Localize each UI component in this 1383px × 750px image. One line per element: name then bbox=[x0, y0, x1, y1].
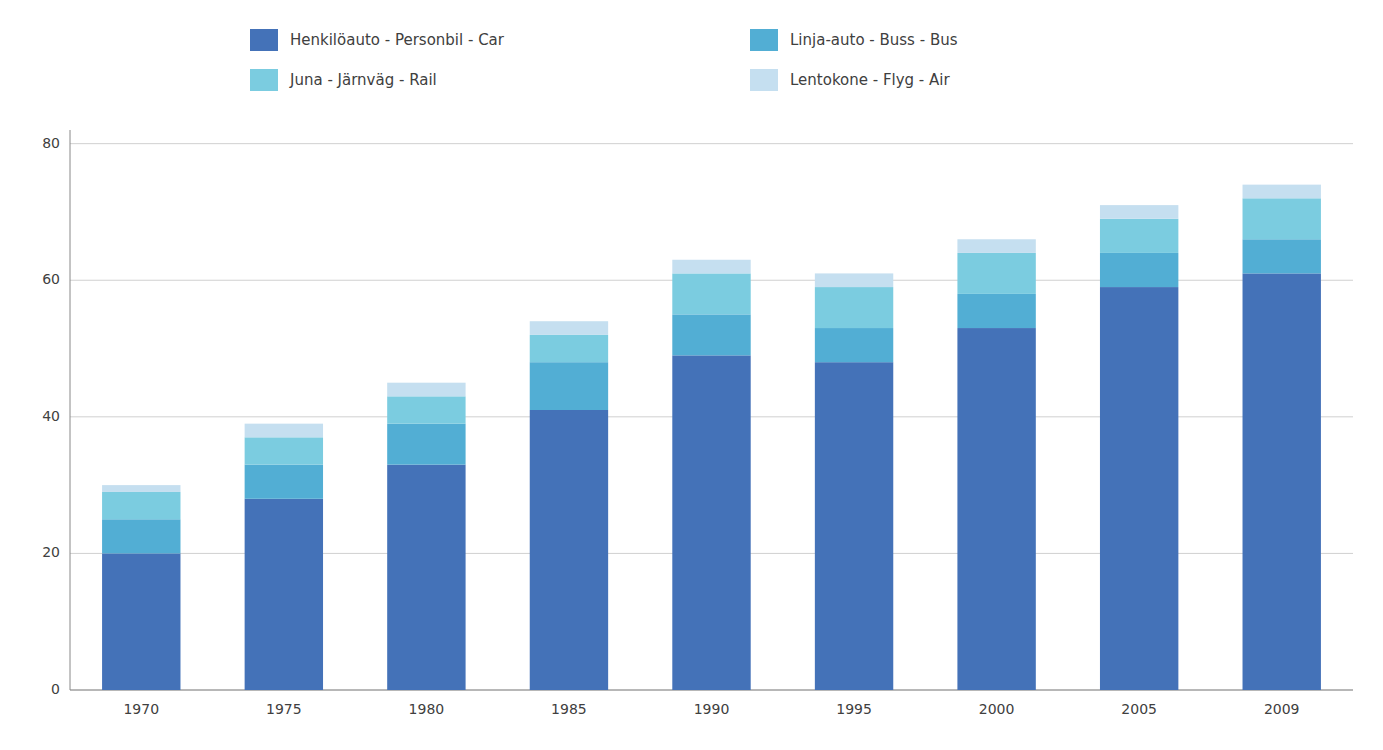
x-tick-label: 1975 bbox=[266, 701, 302, 717]
legend-label: Linja-auto - Buss - Bus bbox=[790, 31, 958, 49]
bar-segment bbox=[245, 437, 323, 464]
bar-segment bbox=[102, 519, 180, 553]
legend: Henkilöauto - Personbil - Car Linja-auto … bbox=[250, 29, 958, 91]
bar-segment bbox=[245, 499, 323, 690]
x-tick-label: 1970 bbox=[123, 701, 159, 717]
bar-segment bbox=[102, 553, 180, 690]
legend-label: Juna - Järnväg - Rail bbox=[289, 71, 437, 89]
bar-segment bbox=[1243, 273, 1321, 690]
bar-segment bbox=[530, 335, 608, 362]
bar-segment bbox=[815, 328, 893, 362]
y-tick-label: 80 bbox=[42, 135, 60, 151]
x-tick-label: 2009 bbox=[1264, 701, 1300, 717]
bar-segment bbox=[672, 355, 750, 690]
bar-segment bbox=[1100, 253, 1178, 287]
legend-swatch bbox=[250, 69, 278, 91]
bar-segment bbox=[387, 465, 465, 690]
x-tick-label: 1980 bbox=[409, 701, 445, 717]
bar-segment bbox=[1100, 287, 1178, 690]
bar-segment bbox=[530, 410, 608, 690]
bar-segment bbox=[1100, 219, 1178, 253]
bar-segment bbox=[387, 396, 465, 423]
x-tick-label: 2005 bbox=[1121, 701, 1157, 717]
bar-segment bbox=[102, 492, 180, 519]
bars bbox=[102, 185, 1321, 690]
y-axis-line bbox=[70, 130, 71, 690]
bar-segment bbox=[815, 287, 893, 328]
y-tick-label: 40 bbox=[42, 408, 60, 424]
bar-segment bbox=[387, 383, 465, 397]
bar-segment bbox=[245, 424, 323, 438]
bar-segment bbox=[815, 362, 893, 690]
bar-segment bbox=[957, 239, 1035, 253]
bar-segment bbox=[1100, 205, 1178, 219]
grid-line bbox=[70, 143, 1353, 144]
chart-svg: 0 20 40 60 80 1970 1975 1980 1985 1990 1995 2000 200… bbox=[0, 0, 1383, 750]
bar-segment bbox=[957, 294, 1035, 328]
bar-segment bbox=[1243, 239, 1321, 273]
bar-segment bbox=[815, 273, 893, 287]
bar-segment bbox=[245, 465, 323, 499]
legend-swatch bbox=[750, 29, 778, 51]
bar-segment bbox=[1243, 185, 1321, 199]
bar-segment bbox=[1243, 198, 1321, 239]
legend-swatch bbox=[750, 69, 778, 91]
x-tick-label: 1990 bbox=[694, 701, 730, 717]
bar-segment bbox=[530, 362, 608, 410]
legend-label: Lentokone - Flyg - Air bbox=[790, 71, 950, 89]
grid bbox=[70, 144, 1353, 690]
y-tick-label: 20 bbox=[42, 544, 60, 560]
x-tick-label: 1995 bbox=[836, 701, 872, 717]
bar-segment bbox=[387, 424, 465, 465]
bar-segment bbox=[672, 260, 750, 274]
bar-segment bbox=[957, 328, 1035, 690]
bar-segment bbox=[672, 273, 750, 314]
y-tick-label: 60 bbox=[42, 271, 60, 287]
legend-label: Henkilöauto - Personbil - Car bbox=[290, 31, 505, 49]
x-tick-label: 2000 bbox=[979, 701, 1015, 717]
bar-segment bbox=[530, 321, 608, 335]
bar-segment bbox=[672, 314, 750, 355]
y-tick-label: 0 bbox=[51, 681, 60, 697]
bar-segment bbox=[957, 253, 1035, 294]
legend-swatch bbox=[250, 29, 278, 51]
chart-container: 0 20 40 60 80 1970 1975 1980 1985 1990 1995 2000 200… bbox=[0, 0, 1383, 750]
bar-segment bbox=[102, 485, 180, 492]
x-tick-label: 1985 bbox=[551, 701, 587, 717]
